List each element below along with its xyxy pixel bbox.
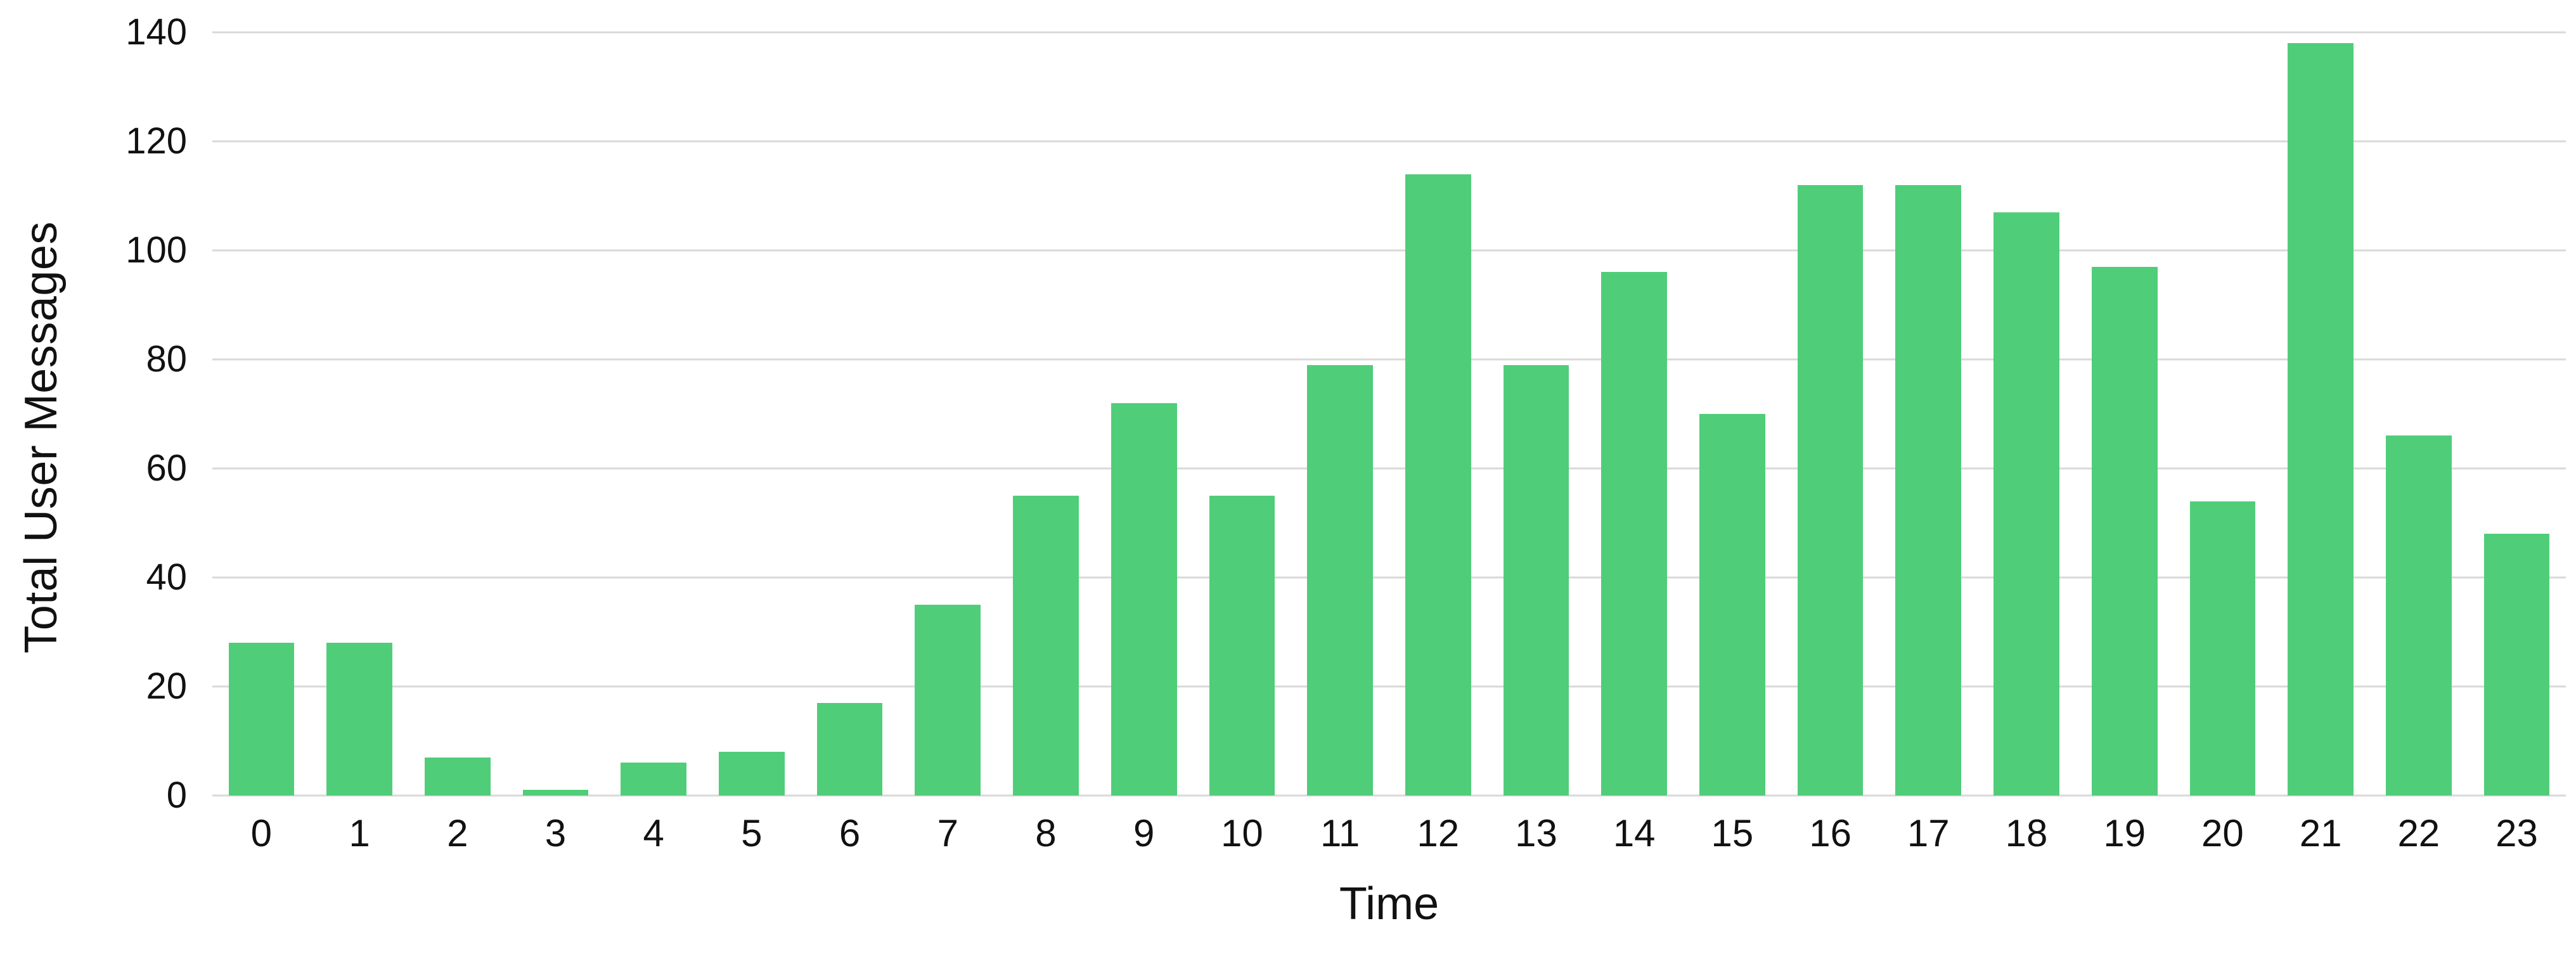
bar-slot-20: [2174, 32, 2272, 796]
bar-slot-12: [1389, 32, 1487, 796]
bar-hour-1: [326, 643, 392, 796]
gridline-0: [212, 794, 2566, 797]
bar-hour-21: [2288, 43, 2354, 796]
bar-slot-13: [1487, 32, 1585, 796]
y-tick-label-140: 140: [126, 11, 187, 53]
bar-hour-2: [424, 757, 491, 796]
bar-hour-17: [1895, 184, 1962, 796]
x-tick-label-6: 6: [839, 812, 861, 854]
bar-slot-21: [2272, 32, 2370, 796]
bar-slot-1: [311, 32, 409, 796]
bar-slot-15: [1684, 32, 1782, 796]
plot-area: 0 1 2 3 4 5 6 7 8 9 10 11 12 13 14 15 16 17 18 19 20 21 22 23 T…: [126, 14, 2566, 927]
x-tick-label-2: 2: [447, 812, 468, 854]
x-tick-label-9: 9: [1133, 812, 1155, 854]
bar-slot-23: [2468, 32, 2566, 796]
bar-hour-4: [621, 763, 686, 796]
x-tick-label-12: 12: [1417, 812, 1460, 854]
bar-hour-20: [2189, 501, 2256, 796]
x-tick-label-19: 19: [2103, 812, 2146, 854]
x-tick-label-10: 10: [1221, 812, 1263, 854]
x-tick-label-15: 15: [1711, 812, 1754, 854]
y-tick-label-80: 80: [146, 338, 187, 380]
bar-slot-19: [2075, 32, 2174, 796]
y-tick-label-20: 20: [146, 666, 187, 707]
gridline-100: [212, 249, 2566, 252]
x-tick-label-8: 8: [1035, 812, 1057, 854]
bar-slot-8: [997, 32, 1095, 796]
x-tick-label-4: 4: [643, 812, 664, 854]
y-axis-title-box: Total User Messages: [0, 76, 82, 799]
y-tick-label-120: 120: [126, 120, 187, 162]
bar-hour-13: [1503, 364, 1569, 796]
y-axis-title: Total User Messages: [16, 221, 67, 654]
bar-slot-11: [1291, 32, 1389, 796]
x-tick-label-23: 23: [2496, 812, 2538, 854]
x-tick-label-20: 20: [2201, 812, 2244, 854]
bar-slot-7: [899, 32, 997, 796]
x-tick-label-7: 7: [937, 812, 958, 854]
bar-hour-5: [719, 752, 785, 796]
bar-slot-6: [801, 32, 899, 796]
gridline-80: [212, 358, 2566, 361]
y-tick-label-0: 0: [166, 775, 187, 816]
bar-slot-0: [212, 32, 311, 796]
x-tick-label-1: 1: [349, 812, 370, 854]
bar-hour-3: [522, 790, 589, 796]
bar-hour-15: [1699, 414, 1765, 796]
bar-hour-19: [2091, 266, 2158, 796]
gridline-120: [212, 140, 2566, 143]
bar-hour-6: [816, 702, 883, 796]
gridline-40: [212, 576, 2566, 579]
bar-slot-5: [703, 32, 801, 796]
x-tick-label-18: 18: [2005, 812, 2048, 854]
bar-slot-4: [605, 32, 703, 796]
bar-slot-17: [1879, 32, 1978, 796]
x-tick-label-5: 5: [741, 812, 763, 854]
bar-slot-22: [2369, 32, 2468, 796]
y-tick-label-100: 100: [126, 229, 187, 271]
bar-hour-8: [1013, 496, 1079, 796]
bar-hour-7: [915, 605, 981, 796]
bar-hour-23: [2483, 534, 2550, 796]
x-tick-label-14: 14: [1613, 812, 1656, 854]
x-tick-label-13: 13: [1515, 812, 1557, 854]
x-tick-label-17: 17: [1907, 812, 1950, 854]
x-tick-label-11: 11: [1320, 812, 1360, 854]
x-tick-labels: 0 1 2 3 4 5 6 7 8 9 10 11 12 13 14 15 16 17 18 19 20 21 22 23: [212, 815, 2566, 853]
bar-slot-18: [1978, 32, 2076, 796]
x-tick-label-21: 21: [2299, 812, 2342, 854]
bar-hour-16: [1797, 184, 1864, 796]
bar-hour-12: [1405, 174, 1471, 796]
bar-slot-9: [1095, 32, 1193, 796]
y-tick-label-40: 40: [146, 557, 187, 598]
y-tick-label-60: 60: [146, 448, 187, 489]
bar-hour-22: [2386, 435, 2452, 796]
x-tick-label-3: 3: [544, 812, 567, 854]
bar-slot-14: [1585, 32, 1684, 796]
bars: [212, 32, 2566, 796]
bar-slot-16: [1781, 32, 1879, 796]
bar-hour-14: [1601, 272, 1668, 796]
bar-slot-2: [408, 32, 506, 796]
bar-slot-3: [506, 32, 605, 796]
gridline-60: [212, 467, 2566, 470]
bar-hour-11: [1307, 364, 1373, 796]
bar-hour-10: [1209, 496, 1275, 796]
gridline-140: [212, 31, 2566, 34]
bar-hour-9: [1111, 403, 1177, 796]
x-tick-label-16: 16: [1809, 812, 1852, 854]
x-tick-label-0: 0: [250, 812, 273, 854]
bar-hour-0: [228, 643, 295, 796]
bar-hour-18: [1993, 212, 2059, 796]
gridline-20: [212, 685, 2566, 688]
bar-slot-10: [1193, 32, 1291, 796]
x-tick-label-22: 22: [2397, 812, 2440, 854]
x-axis-title: Time: [1339, 879, 1439, 929]
